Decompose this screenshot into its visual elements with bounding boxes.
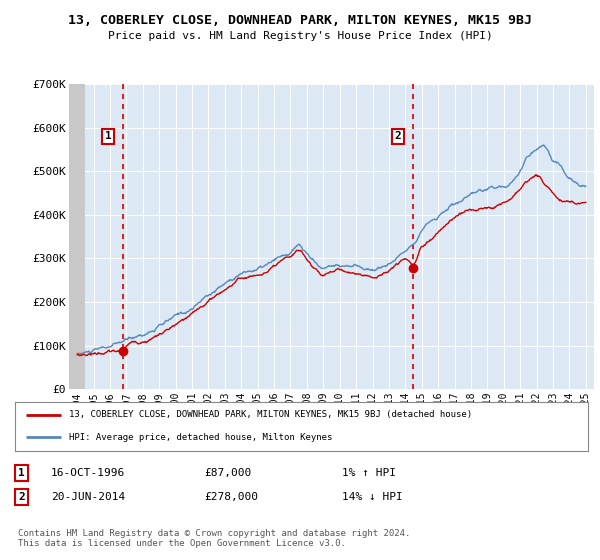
Text: 20-JUN-2014: 20-JUN-2014 bbox=[51, 492, 125, 502]
Text: 2: 2 bbox=[18, 492, 25, 502]
Text: 16-OCT-1996: 16-OCT-1996 bbox=[51, 468, 125, 478]
Text: £278,000: £278,000 bbox=[204, 492, 258, 502]
Text: 1: 1 bbox=[105, 131, 112, 141]
Text: £87,000: £87,000 bbox=[204, 468, 251, 478]
Text: 14% ↓ HPI: 14% ↓ HPI bbox=[342, 492, 403, 502]
Text: 13, COBERLEY CLOSE, DOWNHEAD PARK, MILTON KEYNES, MK15 9BJ (detached house): 13, COBERLEY CLOSE, DOWNHEAD PARK, MILTO… bbox=[70, 410, 473, 419]
Text: 1: 1 bbox=[18, 468, 25, 478]
Text: Contains HM Land Registry data © Crown copyright and database right 2024.
This d: Contains HM Land Registry data © Crown c… bbox=[18, 529, 410, 548]
Bar bbox=[69, 84, 85, 389]
Text: 2: 2 bbox=[395, 131, 401, 141]
Text: 13, COBERLEY CLOSE, DOWNHEAD PARK, MILTON KEYNES, MK15 9BJ: 13, COBERLEY CLOSE, DOWNHEAD PARK, MILTO… bbox=[68, 14, 532, 27]
Text: 1% ↑ HPI: 1% ↑ HPI bbox=[342, 468, 396, 478]
Text: HPI: Average price, detached house, Milton Keynes: HPI: Average price, detached house, Milt… bbox=[70, 433, 333, 442]
Text: Price paid vs. HM Land Registry's House Price Index (HPI): Price paid vs. HM Land Registry's House … bbox=[107, 31, 493, 41]
